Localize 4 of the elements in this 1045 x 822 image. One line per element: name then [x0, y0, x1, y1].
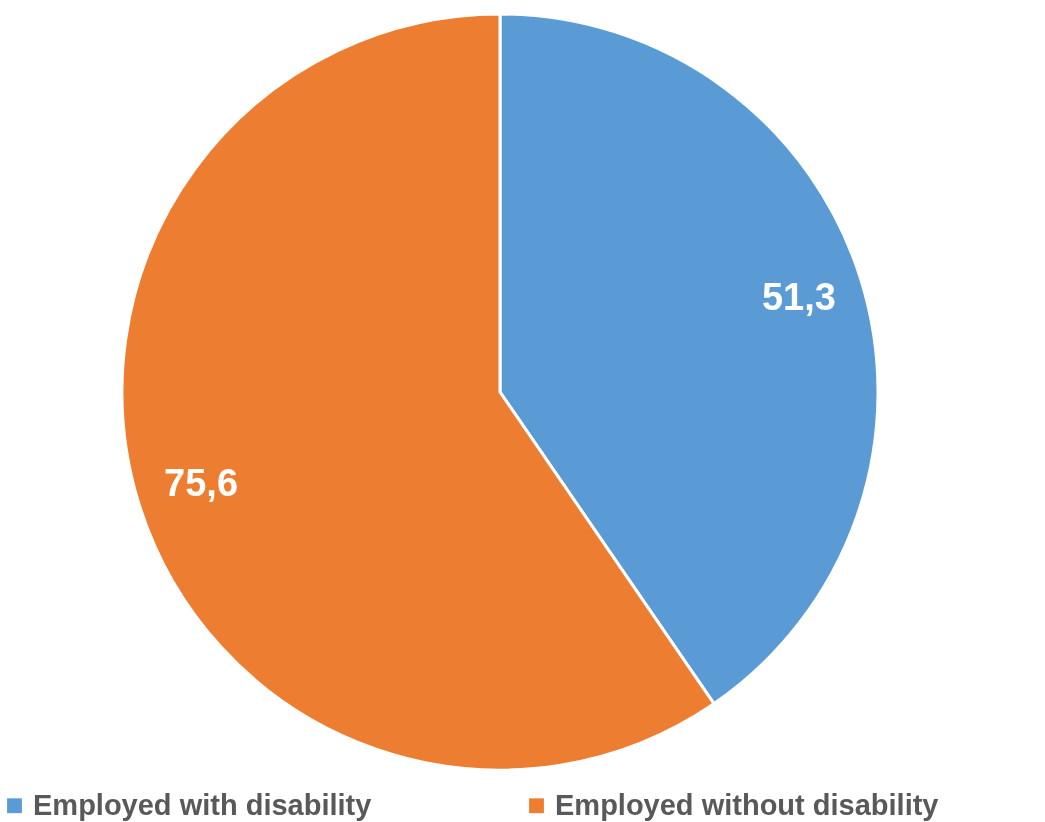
legend-label: Employed with disability — [33, 788, 372, 821]
data-label: 75,6 — [164, 461, 239, 504]
legend-label: Employed without disability — [555, 788, 939, 821]
data-label: 51,3 — [761, 276, 836, 319]
